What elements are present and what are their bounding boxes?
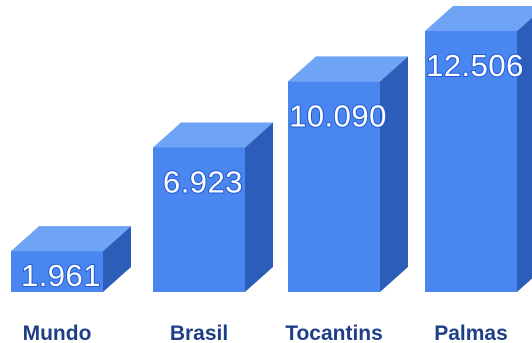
value-label-palmas: 12.506 — [426, 48, 524, 83]
bar-side-mundo — [103, 226, 131, 292]
value-label-mundo: 1.961 — [21, 258, 101, 293]
bar-brasil — [153, 147, 245, 292]
bar-mundo — [11, 251, 103, 292]
bar-palmas — [425, 31, 517, 292]
bar-side-tocantins — [380, 56, 408, 293]
bar-top-brasil — [153, 122, 273, 148]
bar-top-tocantins — [288, 56, 408, 82]
bar-top-mundo — [11, 226, 131, 252]
category-label-palmas: Palmas — [434, 322, 508, 343]
bar-side-brasil — [245, 122, 273, 292]
bar-tocantins — [288, 81, 380, 292]
value-label-brasil: 6.923 — [163, 165, 243, 200]
category-label-tocantins: Tocantins — [285, 322, 383, 343]
bar-top-palmas — [425, 6, 532, 31]
category-label-mundo: Mundo — [23, 322, 92, 343]
value-label-tocantins: 10.090 — [289, 98, 387, 133]
bar-side-palmas — [517, 17, 532, 292]
category-label-brasil: Brasil — [170, 322, 228, 343]
